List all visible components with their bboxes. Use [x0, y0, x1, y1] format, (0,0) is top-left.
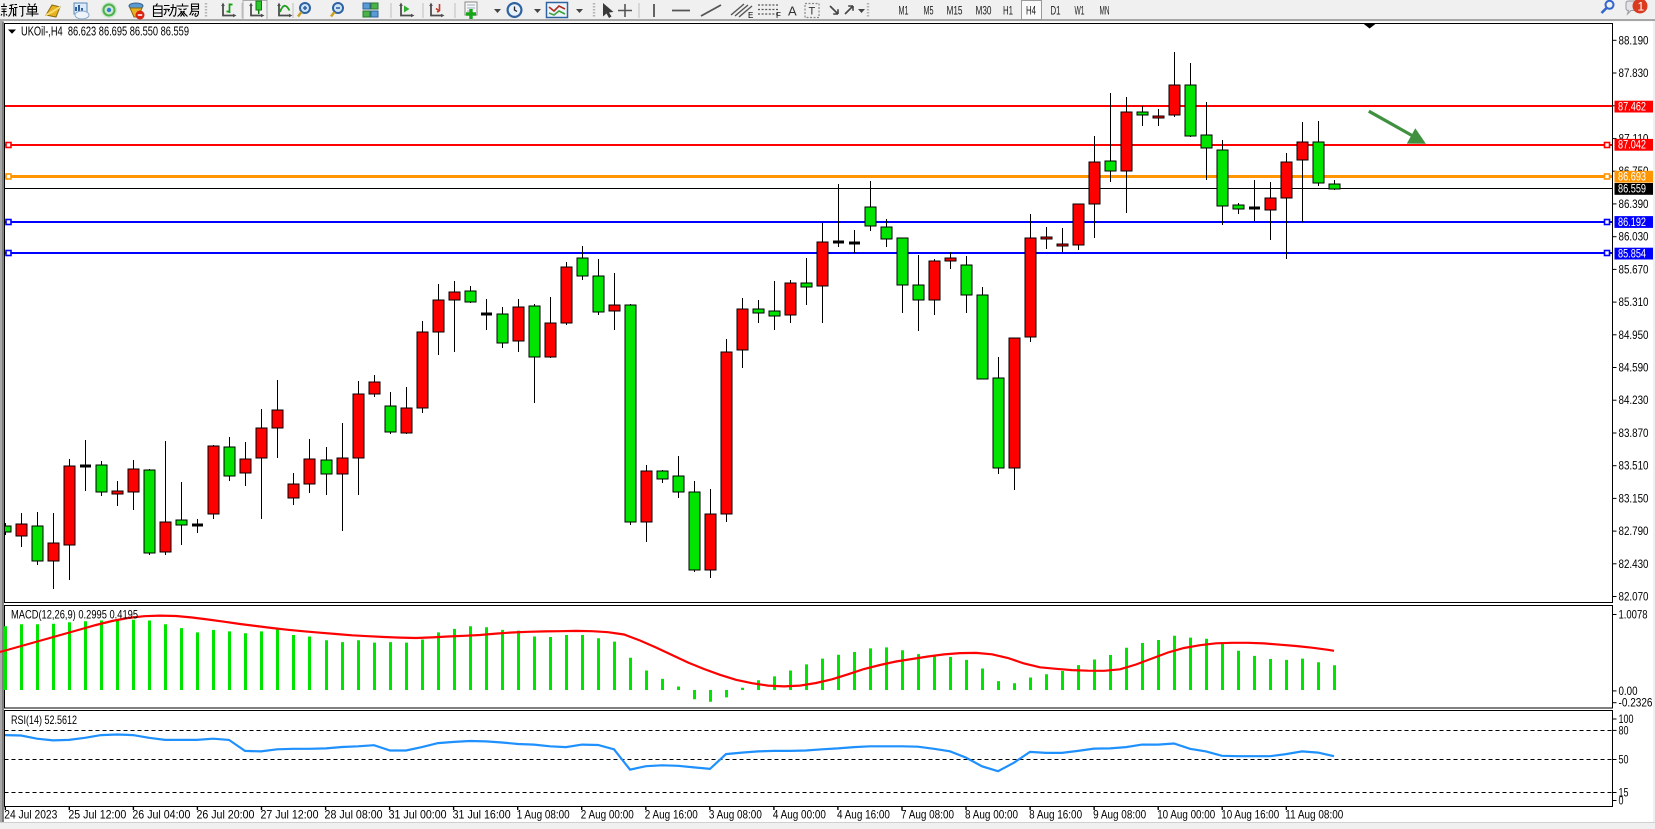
svg-text:M15: M15 — [947, 4, 963, 18]
svg-text:7 Aug 08:00: 7 Aug 08:00 — [901, 808, 954, 822]
svg-text:25 Jul 12:00: 25 Jul 12:00 — [68, 808, 126, 822]
svg-text:24 Jul 2023: 24 Jul 2023 — [4, 808, 57, 822]
svg-text:8 Aug 00:00: 8 Aug 00:00 — [965, 808, 1018, 822]
svg-text:8 Aug 16:00: 8 Aug 16:00 — [1029, 808, 1082, 822]
svg-text:H1: H1 — [1003, 4, 1013, 18]
svg-text:MN: MN — [1100, 4, 1110, 18]
svg-text:26 Jul 04:00: 26 Jul 04:00 — [132, 808, 190, 822]
svg-text:85.854: 85.854 — [1618, 246, 1646, 260]
svg-text:3 Aug 08:00: 3 Aug 08:00 — [709, 808, 762, 822]
svg-text:15: 15 — [1619, 786, 1629, 800]
svg-text:83.870: 83.870 — [1619, 426, 1649, 440]
svg-text:86.390: 86.390 — [1619, 197, 1649, 211]
svg-text:-0.2326: -0.2326 — [1619, 696, 1653, 710]
svg-text:50: 50 — [1619, 753, 1629, 767]
svg-text:1 Aug 08:00: 1 Aug 08:00 — [517, 808, 570, 822]
svg-text:4 Aug 16:00: 4 Aug 16:00 — [837, 808, 890, 822]
svg-text:0.00: 0.00 — [1619, 684, 1638, 698]
svg-text:87.462: 87.462 — [1618, 99, 1646, 113]
svg-text:83.510: 83.510 — [1619, 459, 1649, 473]
svg-text:85.310: 85.310 — [1619, 295, 1649, 309]
svg-text:85.670: 85.670 — [1619, 262, 1649, 276]
svg-text:H4: H4 — [1026, 4, 1036, 18]
svg-text:9 Aug 08:00: 9 Aug 08:00 — [1093, 808, 1146, 822]
svg-text:W1: W1 — [1075, 4, 1085, 18]
svg-text:84.590: 84.590 — [1619, 361, 1649, 375]
svg-text:100: 100 — [1619, 712, 1634, 726]
svg-text:1.0078: 1.0078 — [1619, 608, 1648, 622]
svg-text:86.559: 86.559 — [1618, 182, 1646, 196]
svg-text:4 Aug 00:00: 4 Aug 00:00 — [773, 808, 826, 822]
svg-text:26 Jul 20:00: 26 Jul 20:00 — [196, 808, 254, 822]
svg-text:A: A — [788, 4, 797, 19]
svg-text:86.693: 86.693 — [1618, 170, 1646, 184]
svg-text:2 Aug 00:00: 2 Aug 00:00 — [581, 808, 634, 822]
svg-text:87.042: 87.042 — [1618, 138, 1646, 152]
svg-text:10 Aug 16:00: 10 Aug 16:00 — [1221, 808, 1279, 822]
svg-text:M5: M5 — [924, 4, 934, 18]
svg-text:80: 80 — [1619, 723, 1629, 737]
svg-text:31 Jul 16:00: 31 Jul 16:00 — [453, 808, 511, 822]
svg-text:86.030: 86.030 — [1619, 230, 1649, 244]
svg-text:83.150: 83.150 — [1619, 491, 1649, 505]
svg-text:28 Jul 08:00: 28 Jul 08:00 — [325, 808, 383, 822]
svg-text:11 Aug 08:00: 11 Aug 08:00 — [1285, 808, 1343, 822]
svg-text:27 Jul 12:00: 27 Jul 12:00 — [261, 808, 319, 822]
svg-text:87.830: 87.830 — [1619, 66, 1649, 80]
svg-text:1: 1 — [1638, 0, 1645, 14]
svg-text:88.190: 88.190 — [1619, 33, 1649, 47]
svg-text:D1: D1 — [1051, 4, 1061, 18]
svg-text:10 Aug 00:00: 10 Aug 00:00 — [1157, 808, 1215, 822]
svg-text:M1: M1 — [899, 4, 909, 18]
svg-text:31 Jul 00:00: 31 Jul 00:00 — [389, 808, 447, 822]
svg-text:E: E — [748, 11, 753, 20]
svg-text:86.192: 86.192 — [1618, 215, 1646, 229]
svg-text:82.070: 82.070 — [1619, 590, 1649, 604]
svg-text:0: 0 — [1619, 794, 1624, 808]
svg-text:T: T — [809, 6, 816, 18]
svg-text:MACD(12,26,9) 0.2995 0.4195: MACD(12,26,9) 0.2995 0.4195 — [11, 608, 138, 622]
svg-text:2 Aug 16:00: 2 Aug 16:00 — [645, 808, 698, 822]
svg-text:RSI(14) 52.5612: RSI(14) 52.5612 — [11, 713, 77, 727]
svg-text:84.950: 84.950 — [1619, 328, 1649, 342]
svg-text:84.230: 84.230 — [1619, 393, 1649, 407]
svg-text:UKOil-,H4 86.623 86.695 86.55: UKOil-,H4 86.623 86.695 86.550 86.559 — [21, 25, 189, 39]
svg-text:M30: M30 — [976, 4, 992, 18]
svg-text:F: F — [776, 11, 781, 20]
svg-text:82.430: 82.430 — [1619, 557, 1649, 571]
svg-text:82.790: 82.790 — [1619, 524, 1649, 538]
